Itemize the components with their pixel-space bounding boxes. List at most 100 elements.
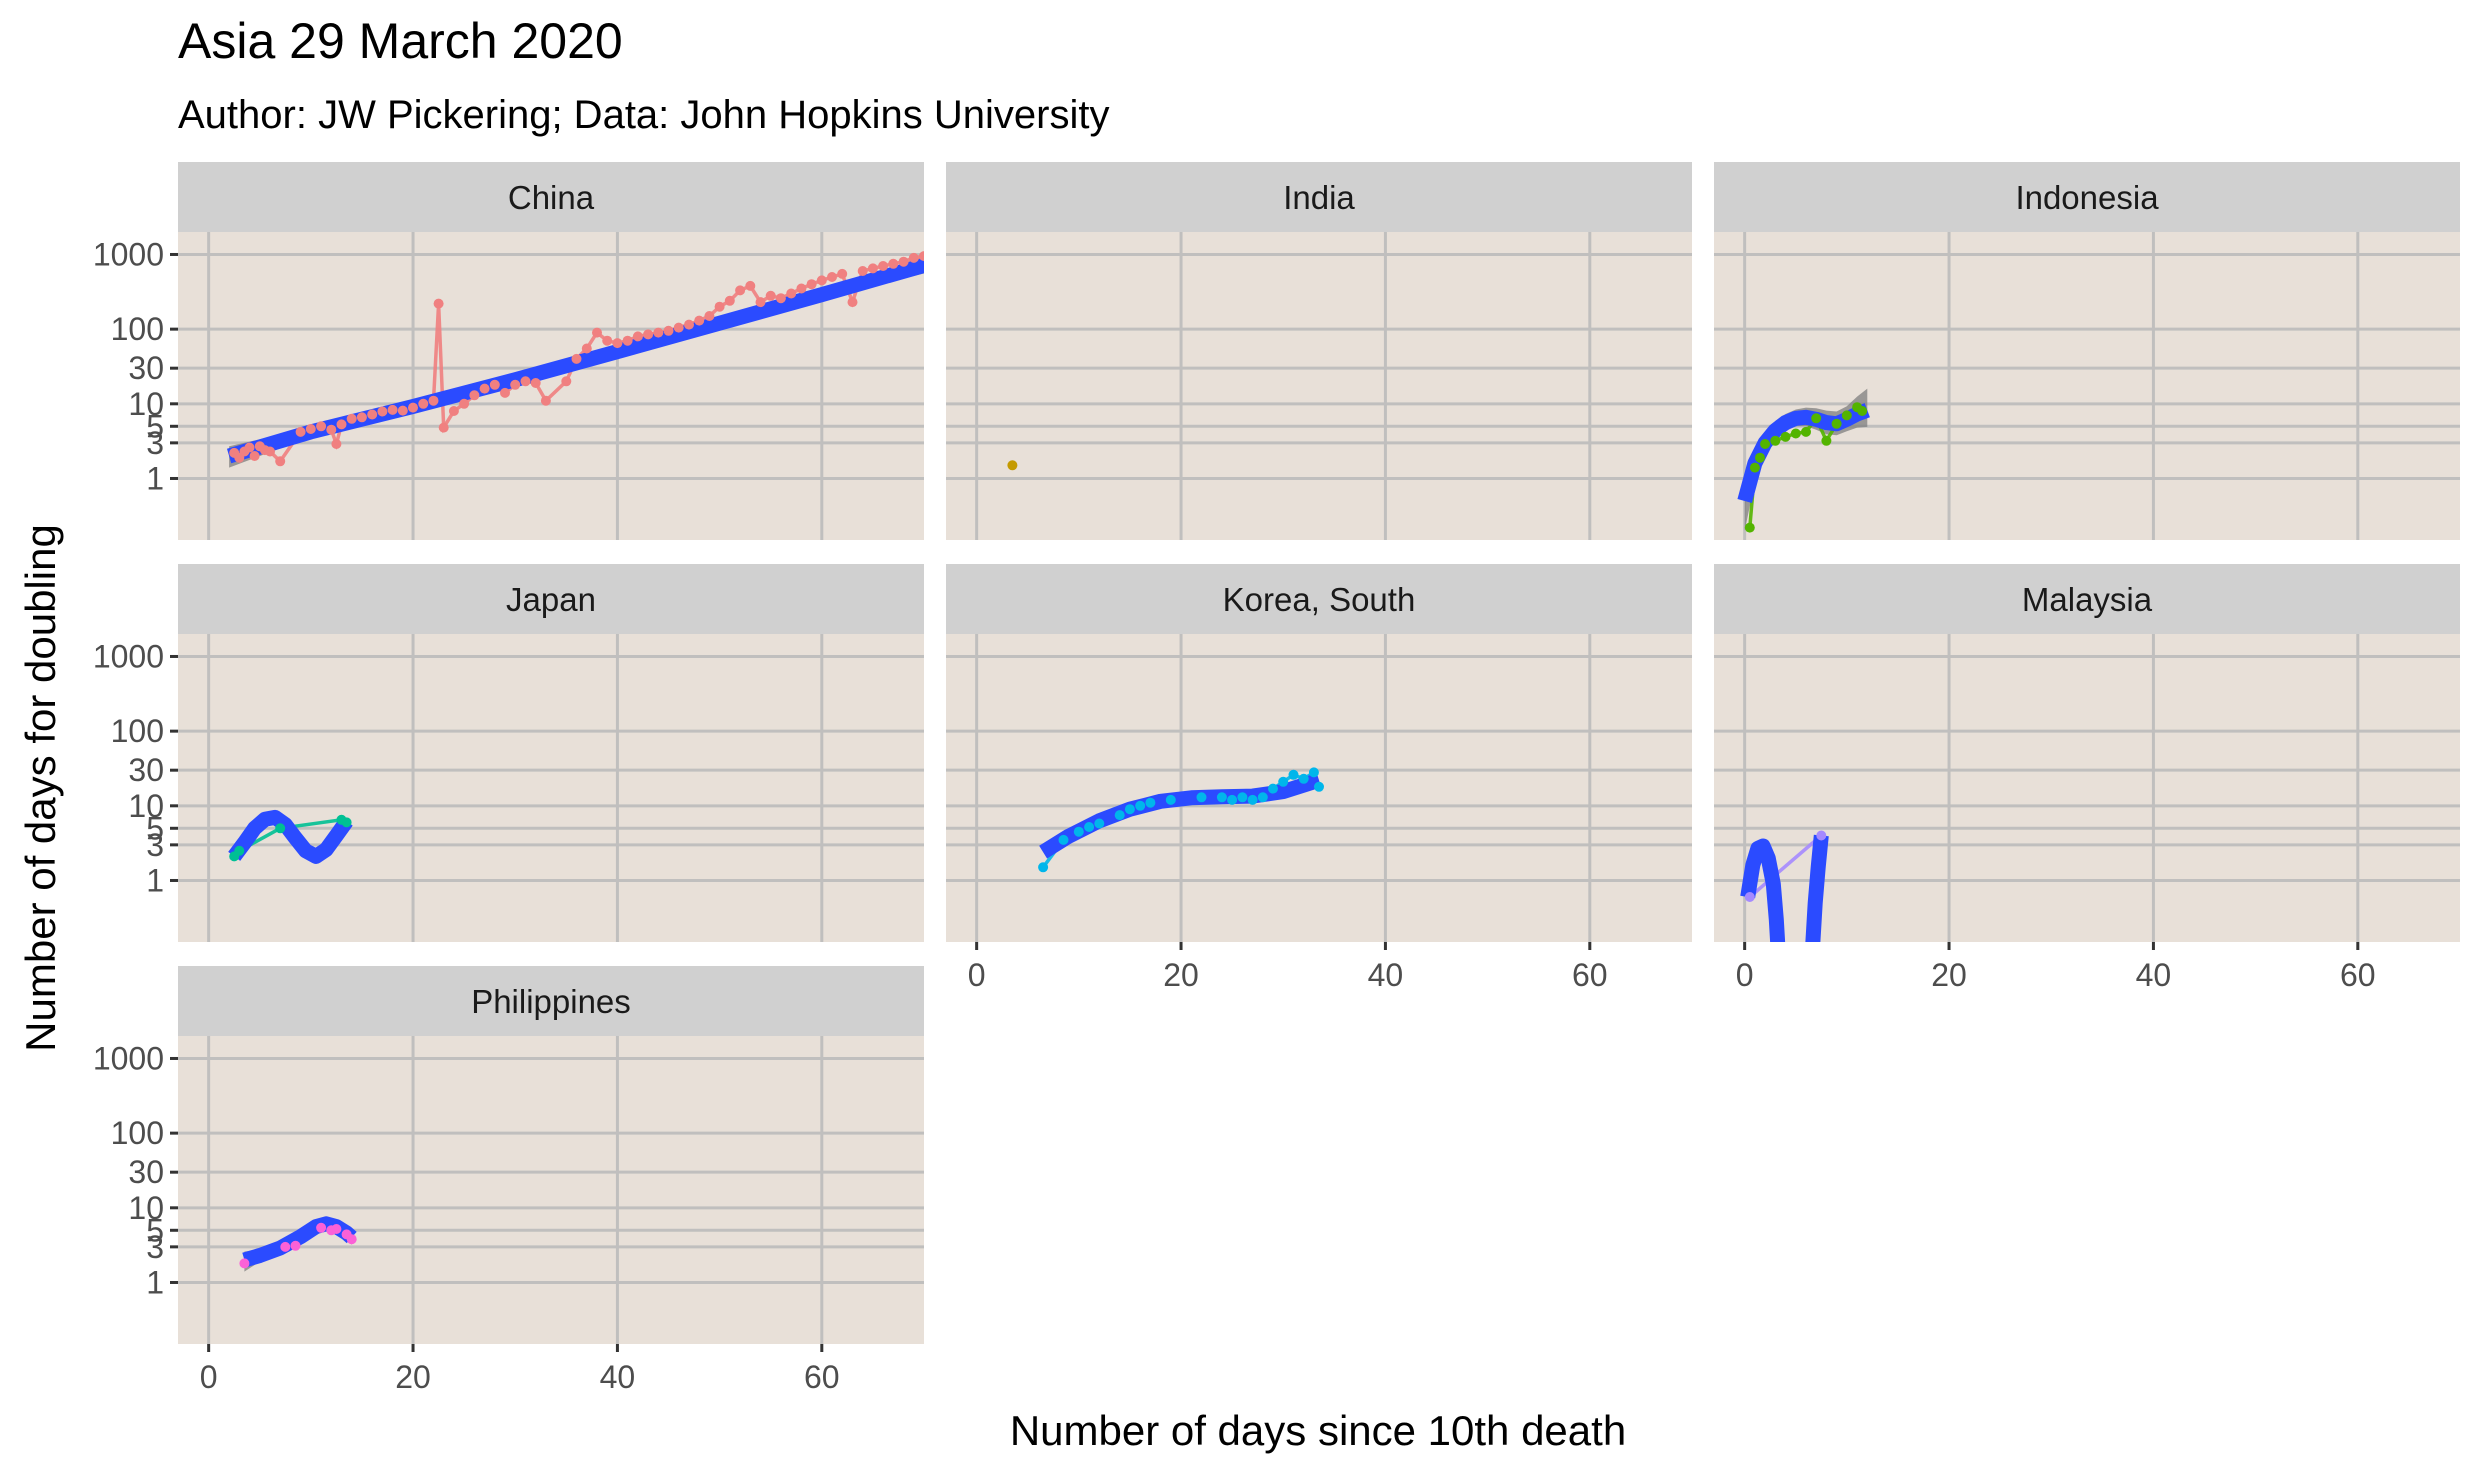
data-point	[1755, 452, 1765, 463]
data-point	[806, 279, 817, 290]
facet-strip	[178, 966, 924, 1036]
facet-strip	[178, 162, 924, 232]
data-point	[1237, 792, 1248, 803]
data-point	[724, 295, 735, 306]
smooth-fit-line-2	[1805, 834, 1829, 942]
data-point	[1073, 826, 1084, 837]
data-point	[1831, 418, 1842, 429]
data-point	[888, 258, 899, 269]
data-point	[827, 272, 837, 282]
data-point	[448, 406, 459, 416]
data-point	[244, 442, 255, 453]
y-tick-label: 100	[111, 1115, 164, 1151]
data-point	[234, 845, 245, 856]
data-point	[346, 413, 357, 424]
data-point	[356, 412, 367, 423]
plot-area	[1740, 830, 1829, 942]
data-point	[919, 251, 924, 262]
data-point	[1135, 800, 1146, 811]
data-point	[929, 250, 939, 260]
y-tick-label: 1000	[93, 638, 164, 674]
data-point	[714, 301, 725, 312]
plot-area	[1737, 388, 1870, 533]
smooth-fit-line	[228, 809, 353, 864]
data-point	[377, 406, 388, 417]
data-point	[837, 268, 848, 279]
data-point	[643, 329, 654, 340]
x-tick-label: 0	[1736, 957, 1754, 993]
plot-area	[239, 1216, 357, 1272]
chart-subtitle: Author: JW Pickering; Data: John Hopkins…	[178, 93, 1109, 137]
data-point	[867, 263, 878, 274]
data-point	[1308, 767, 1319, 778]
gridlines	[1714, 634, 2460, 942]
data-point	[510, 379, 521, 390]
x-tick-label: 20	[1163, 957, 1199, 993]
data-point	[673, 322, 684, 333]
facet-strip-label: Philippines	[471, 983, 631, 1020]
data-point	[857, 266, 868, 276]
data-point	[1760, 439, 1771, 449]
data-point	[1058, 834, 1069, 845]
data-point	[1257, 792, 1268, 803]
y-tick-label: 30	[128, 350, 164, 386]
facet-india: India	[946, 162, 1692, 540]
data-point	[275, 823, 286, 834]
data-point	[530, 378, 541, 388]
data-point	[1196, 792, 1207, 803]
data-point	[1007, 460, 1018, 471]
y-tick-label: 1000	[93, 1040, 164, 1076]
panel-background	[946, 232, 1692, 540]
facet-strip-label: India	[1283, 179, 1355, 216]
data-point	[1857, 406, 1868, 416]
data-point	[367, 409, 378, 420]
data-point	[592, 327, 602, 338]
data-point	[1288, 769, 1299, 780]
facet-strip	[946, 162, 1692, 232]
data-point	[540, 395, 551, 406]
data-point	[1038, 862, 1049, 873]
data-point	[275, 456, 286, 467]
y-tick-label: 3	[146, 827, 164, 863]
panel-background	[1714, 634, 2460, 942]
data-point	[622, 335, 633, 346]
data-point	[1811, 413, 1822, 424]
y-tick-label: 3	[146, 1229, 164, 1265]
x-axis: 0 20 40 60	[1736, 942, 2376, 993]
data-point	[1084, 822, 1095, 832]
data-point	[898, 256, 909, 267]
data-point	[387, 404, 398, 415]
y-tick-label: 5	[146, 408, 164, 444]
facet-strip-label: Korea, South	[1223, 581, 1416, 618]
data-point	[908, 252, 919, 263]
gridlines	[178, 1036, 924, 1344]
data-point	[316, 421, 327, 432]
data-point	[1770, 435, 1781, 446]
data-point	[1165, 794, 1176, 805]
data-point	[316, 1222, 327, 1233]
data-point	[249, 451, 260, 461]
x-tick-label: 20	[395, 1359, 431, 1395]
data-point	[561, 376, 572, 387]
facet-indonesia: Indonesia	[1714, 162, 2460, 540]
data-point	[239, 1258, 250, 1269]
y-tick-label: 30	[128, 1154, 164, 1190]
x-tick-label: 0	[200, 1359, 218, 1395]
data-point	[1744, 892, 1755, 902]
data-point	[796, 283, 807, 294]
x-tick-label: 40	[1368, 957, 1404, 993]
observed-line	[1748, 834, 1823, 899]
data-point	[847, 297, 858, 308]
panel-background	[178, 1036, 924, 1344]
x-tick-label: 60	[2340, 957, 2376, 993]
data-point	[878, 261, 889, 271]
y-axis-title: Number of days for doubling	[17, 524, 64, 1052]
data-point	[331, 1224, 342, 1234]
panel-background	[1714, 232, 2460, 540]
smooth-fit-line	[1039, 773, 1322, 859]
data-point	[602, 335, 613, 346]
